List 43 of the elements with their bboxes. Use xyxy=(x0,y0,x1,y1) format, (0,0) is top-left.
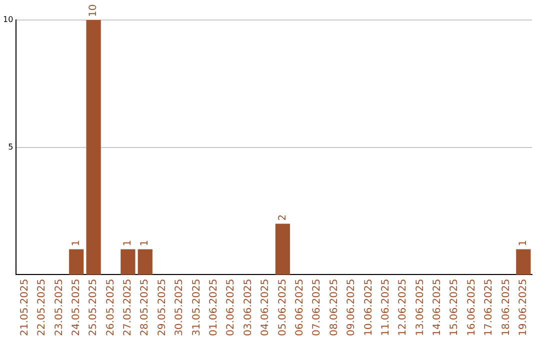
x-tick-label: 05.06.2025 xyxy=(277,278,288,336)
x-tick-label: 21.05.2025 xyxy=(19,278,30,336)
x-tick-label: 04.06.2025 xyxy=(260,278,272,336)
x-tick-label: 09.06.2025 xyxy=(346,278,358,336)
bar xyxy=(69,249,84,275)
x-tick-label: 07.06.2025 xyxy=(312,278,323,336)
data-label: 2 xyxy=(277,214,288,221)
x-tick-label: 28.05.2025 xyxy=(140,278,151,336)
x-tick-label: 24.05.2025 xyxy=(70,278,82,336)
data-label: 10 xyxy=(88,4,100,17)
x-tick-label: 22.05.2025 xyxy=(36,278,48,336)
x-tick-label: 26.05.2025 xyxy=(105,278,116,336)
x-tick-label: 25.05.2025 xyxy=(88,278,100,336)
x-tick-label: 16.06.2025 xyxy=(466,278,478,336)
x-tick-label: 29.05.2025 xyxy=(156,278,168,336)
x-tick-label: 13.06.2025 xyxy=(414,278,426,336)
x-tick-label: 27.05.2025 xyxy=(122,278,134,336)
x-tick-label: 01.06.2025 xyxy=(208,278,220,336)
data-label: 1 xyxy=(518,240,529,246)
data-label: 1 xyxy=(122,240,134,246)
x-tick-label: 18.06.2025 xyxy=(500,278,512,336)
y-tick-label: 5 xyxy=(8,142,14,152)
bar xyxy=(275,224,290,275)
x-tick-label: 12.06.2025 xyxy=(398,278,409,336)
x-tick-label: 30.05.2025 xyxy=(174,278,186,336)
x-tick-label: 11.06.2025 xyxy=(380,278,392,336)
x-tick-label: 08.06.2025 xyxy=(328,278,340,336)
bar xyxy=(516,249,531,275)
bar xyxy=(138,249,152,275)
data-label: 1 xyxy=(70,240,82,246)
data-label: 1 xyxy=(140,240,151,246)
x-tick-label: 10.06.2025 xyxy=(363,278,374,336)
x-tick-label: 23.05.2025 xyxy=(54,278,65,336)
x-tick-label: 31.05.2025 xyxy=(191,278,202,336)
x-tick-label: 14.06.2025 xyxy=(432,278,444,336)
x-tick-label: 17.06.2025 xyxy=(484,278,495,336)
x-tick-label: 02.06.2025 xyxy=(226,278,237,336)
x-tick-label: 15.06.2025 xyxy=(449,278,460,336)
x-tick-label: 06.06.2025 xyxy=(294,278,306,336)
bar xyxy=(120,249,136,275)
x-tick-label: 19.06.2025 xyxy=(518,278,529,336)
bar xyxy=(86,20,101,275)
x-tick-label: 03.06.2025 xyxy=(242,278,254,336)
